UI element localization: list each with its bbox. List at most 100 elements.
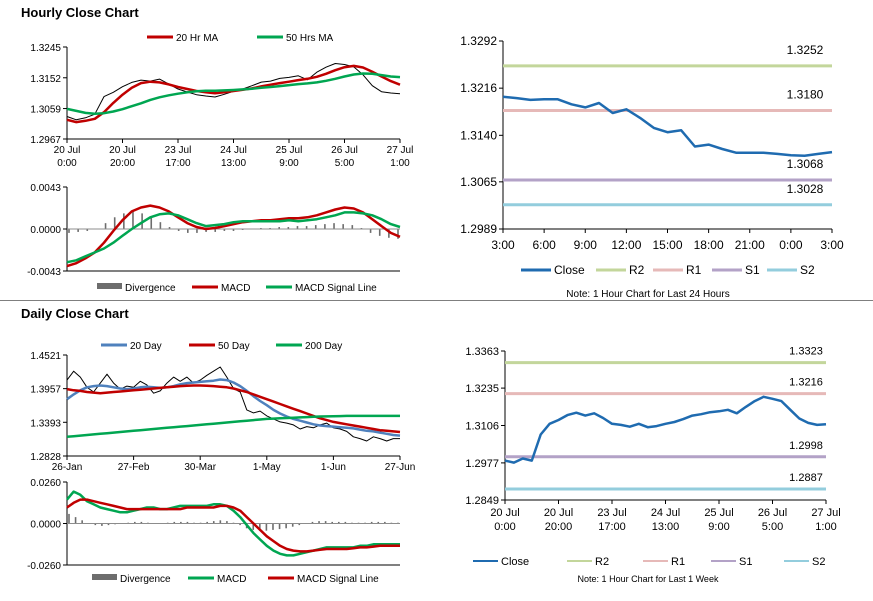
hourly-24h-legend-label: R2 — [629, 263, 645, 277]
hourly-price-x-tick-sublabel: 1:00 — [390, 158, 410, 169]
daily-week-x-tick-label: 27 Jul — [811, 507, 840, 519]
daily-week-y-tick-label: 1.3363 — [465, 346, 499, 358]
hourly-macd-series-macd — [66, 204, 401, 268]
hourly-24h-legend-label: Close — [554, 263, 585, 277]
daily-week-x-tick-label: 25 Jul — [704, 507, 733, 519]
hourly-24h-note: Note: 1 Hour Chart for Last 24 Hours — [566, 289, 729, 300]
daily-price-series-50-day — [66, 384, 401, 434]
hourly-price-series-50-hrs-ma — [66, 72, 401, 116]
daily-week-level-label-r1: 1.3216 — [789, 377, 823, 389]
hourly-24h-x-tick-label: 3:00 — [491, 238, 515, 252]
hourly-macd-legend-label: MACD Signal Line — [295, 283, 377, 294]
hourly-price-x-tick-label: 20 Jul — [109, 145, 136, 156]
daily-week-y-tick-label: 1.3106 — [465, 421, 499, 433]
daily-week-y-tick-label: 1.2849 — [465, 495, 499, 507]
hourly-macd-legend-swatch-divergence — [97, 283, 122, 289]
section-divider — [0, 300, 873, 301]
daily-price-x-tick-label: 1-May — [253, 462, 281, 473]
hourly-24h-y-tick-label: 1.2989 — [460, 222, 497, 236]
hourly-price-x-tick-sublabel: 9:00 — [279, 158, 299, 169]
daily-price-x-tick-label: 27-Jun — [385, 462, 416, 473]
hourly-price-x-tick-sublabel: 0:00 — [57, 158, 77, 169]
daily-price-y-tick-label: 1.3957 — [30, 385, 61, 396]
daily-week-legend-label: R2 — [595, 556, 609, 568]
daily-price-x-tick-label: 27-Feb — [118, 462, 150, 473]
hourly-macd-y-tick-label: -0.0043 — [27, 267, 61, 278]
daily-week-level-label-s1: 1.2998 — [789, 440, 823, 452]
daily-week-x-tick-sublabel: 13:00 — [652, 521, 680, 533]
hourly-24h-x-tick-label: 6:00 — [532, 238, 556, 252]
hourly-24h-legend-label: S1 — [745, 263, 760, 277]
daily-price-series-200-day — [66, 414, 400, 439]
daily-macd-legend-label: Divergence — [120, 574, 171, 585]
daily-week-x-tick-sublabel: 9:00 — [708, 521, 729, 533]
daily-price-y-tick-label: 1.2828 — [30, 452, 61, 463]
hourly-24h-x-tick-label: 0:00 — [779, 238, 803, 252]
hourly-24h-y-tick-label: 1.3216 — [460, 81, 497, 95]
daily-price-x-tick-label: 30-Mar — [184, 462, 216, 473]
hourly-macd-legend-label: Divergence — [125, 283, 176, 294]
hourly-price-x-tick-label: 24 Jul — [220, 145, 247, 156]
hourly-24h-level-label-r1: 1.3180 — [787, 87, 824, 101]
hourly-24h-level-label-r2: 1.3252 — [787, 43, 824, 57]
daily-macd-y-tick-label: 0.0260 — [30, 478, 61, 489]
hourly-price-y-tick-label: 1.3245 — [30, 43, 61, 54]
hourly-macd-series-macd-signal-line — [66, 211, 401, 264]
daily-price-legend-label: 50 Day — [218, 341, 250, 352]
hourly-price-legend-label: 20 Hr MA — [176, 33, 219, 44]
daily-week-legend-label: S2 — [812, 556, 825, 568]
daily-price-y-tick-label: 1.4521 — [30, 351, 61, 362]
daily-macd-series-macd — [66, 490, 400, 557]
daily-week-series-close — [504, 395, 827, 464]
daily-week-note: Note: 1 Hour Chart for Last 1 Week — [578, 574, 719, 584]
hourly-24h-level-label-s1: 1.3068 — [787, 157, 824, 171]
daily-week-y-tick-label: 1.2977 — [465, 458, 499, 470]
daily-week-legend-label: S1 — [739, 556, 752, 568]
daily-macd-y-tick-label: 0.0000 — [30, 520, 61, 531]
hourly-24h-legend-label: R1 — [686, 263, 702, 277]
hourly-24h-x-tick-label: 18:00 — [694, 238, 724, 252]
hourly-price-x-tick-label: 20 Jul — [54, 145, 81, 156]
hourly-price-x-tick-label: 26 Jul — [331, 145, 358, 156]
daily-week-x-tick-sublabel: 20:00 — [545, 521, 573, 533]
daily-week-x-tick-sublabel: 1:00 — [815, 521, 836, 533]
daily-price-legend-label: 200 Day — [305, 341, 342, 352]
daily-price-y-tick-label: 1.3393 — [30, 418, 61, 429]
hourly-24h-y-tick-label: 1.3140 — [460, 128, 497, 142]
daily-macd-legend-label: MACD Signal Line — [297, 574, 379, 585]
hourly-24h-x-tick-label: 21:00 — [735, 238, 765, 252]
hourly-24h-legend-label: S2 — [800, 263, 815, 277]
daily-macd-series-macd-signal-line — [66, 498, 400, 553]
hourly-24h-x-tick-label: 12:00 — [611, 238, 641, 252]
daily-week-x-tick-sublabel: 17:00 — [598, 521, 626, 533]
daily-price-legend-label: 20 Day — [130, 341, 162, 352]
daily-week-level-label-s2: 1.2887 — [789, 472, 823, 484]
daily-week-x-tick-label: 26 Jul — [758, 507, 787, 519]
hourly-24h-x-tick-label: 9:00 — [574, 238, 598, 252]
daily-price-series-20-day — [66, 378, 401, 437]
hourly-macd-y-tick-label: 0.0043 — [30, 183, 61, 194]
daily-week-x-tick-label: 24 Jul — [651, 507, 680, 519]
daily-week-x-tick-sublabel: 5:00 — [762, 521, 783, 533]
daily-macd-y-tick-label: -0.0260 — [27, 561, 61, 572]
hourly-price-x-tick-label: 25 Jul — [276, 145, 303, 156]
hourly-macd-y-tick-label: 0.0000 — [30, 225, 61, 236]
hourly-price-x-tick-label: 23 Jul — [165, 145, 192, 156]
daily-week-y-tick-label: 1.3235 — [465, 383, 499, 395]
hourly-24h-series-close — [502, 95, 833, 158]
daily-price-x-tick-label: 26-Jan — [52, 462, 83, 473]
daily-week-level-label-r2: 1.3323 — [789, 346, 823, 358]
hourly-24h-x-tick-label: 3:00 — [820, 238, 844, 252]
hourly-24h-y-tick-label: 1.3065 — [460, 175, 497, 189]
daily-week-x-tick-sublabel: 0:00 — [494, 521, 515, 533]
hourly-price-y-tick-label: 1.2967 — [30, 135, 61, 146]
daily-section-title: Daily Close Chart — [21, 306, 129, 321]
daily-price-x-tick-label: 1-Jun — [321, 462, 346, 473]
daily-macd-legend-label: MACD — [217, 574, 246, 585]
hourly-price-legend-label: 50 Hrs MA — [286, 33, 334, 44]
hourly-price-x-tick-label: 27 Jul — [387, 145, 414, 156]
hourly-price-x-tick-sublabel: 20:00 — [110, 158, 135, 169]
daily-week-x-tick-label: 20 Jul — [490, 507, 519, 519]
hourly-section-title: Hourly Close Chart — [21, 5, 139, 20]
